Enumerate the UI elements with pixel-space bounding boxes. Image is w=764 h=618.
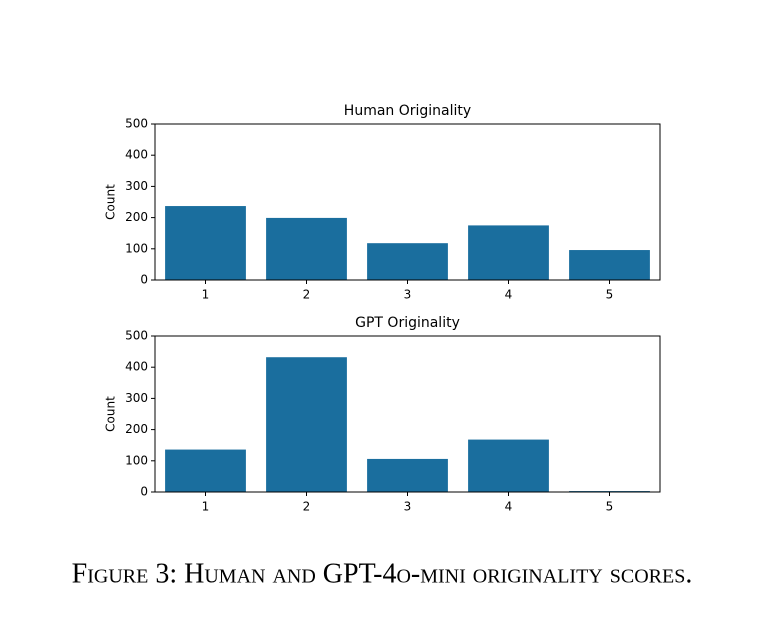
y-tick-label: 400	[125, 360, 148, 374]
x-tick-label: 3	[404, 500, 412, 514]
y-tick-label: 300	[125, 391, 148, 405]
chart-title: GPT Originality	[355, 315, 460, 331]
x-tick-label: 2	[303, 500, 311, 514]
y-axis-label: Count	[104, 396, 118, 432]
caption: Figure 3: Human and GPT-4o-mini original…	[72, 558, 693, 589]
bar	[468, 439, 549, 492]
y-tick-label: 500	[125, 329, 148, 343]
bar	[367, 243, 448, 280]
x-tick-label: 2	[303, 288, 311, 302]
y-tick-label: 0	[140, 273, 148, 287]
y-tick-label: 100	[125, 453, 148, 467]
bar	[165, 206, 246, 280]
bar	[165, 449, 246, 492]
y-tick-label: 100	[125, 241, 148, 255]
bar	[266, 217, 347, 280]
y-tick-label: 200	[125, 210, 148, 224]
x-tick-label: 1	[202, 500, 210, 514]
bar	[569, 250, 650, 280]
x-tick-label: 3	[404, 288, 412, 302]
x-tick-label: 4	[505, 288, 513, 302]
x-tick-label: 4	[505, 500, 513, 514]
y-axis-label: Count	[104, 184, 118, 220]
bar	[266, 357, 347, 492]
chart-title: Human Originality	[344, 103, 471, 119]
x-tick-label: 1	[202, 288, 210, 302]
x-tick-label: 5	[606, 500, 614, 514]
plot-frame	[154, 123, 661, 281]
y-tick-label: 0	[140, 485, 148, 499]
bar	[468, 225, 549, 280]
y-tick-label: 500	[125, 117, 148, 131]
y-tick-label: 300	[125, 179, 148, 193]
bar	[367, 458, 448, 492]
x-tick-label: 5	[606, 288, 614, 302]
plot-frame	[154, 335, 661, 493]
y-tick-label: 200	[125, 422, 148, 436]
y-tick-label: 400	[125, 148, 148, 162]
